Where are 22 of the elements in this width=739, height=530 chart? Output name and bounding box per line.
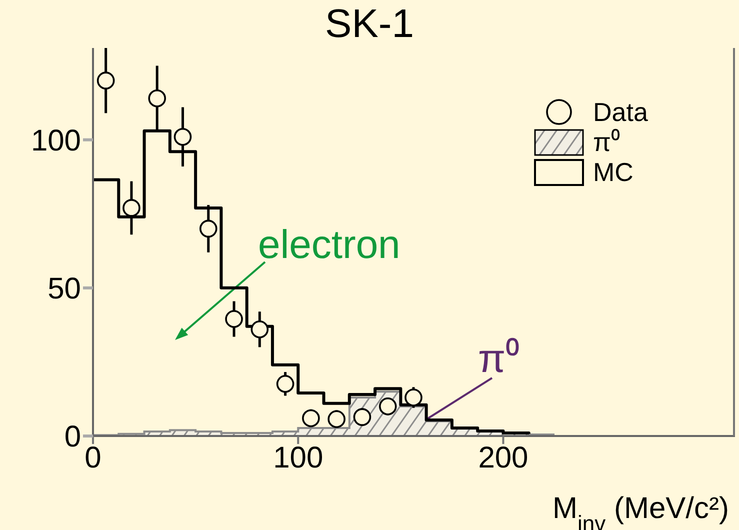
chart-title: SK-1 (324, 2, 415, 47)
annotation: π⁰ (478, 337, 520, 381)
x-tick-label: 200 (478, 441, 528, 474)
point (225, 310, 243, 328)
annotation: electron (258, 223, 400, 267)
point (302, 409, 320, 428)
y-tick-label: 50 (48, 272, 81, 306)
x-tick-label: 100 (273, 441, 324, 474)
legend-label: Data (593, 97, 648, 127)
point (250, 320, 269, 338)
point (276, 374, 294, 393)
point (148, 89, 166, 108)
point (328, 410, 346, 428)
point (199, 220, 218, 238)
y-tick-label: 100 (30, 124, 81, 158)
point (378, 397, 397, 416)
legend-label: π⁰ (593, 127, 620, 157)
y-tick-label: 0 (64, 420, 81, 454)
point (353, 408, 372, 426)
point (96, 72, 115, 90)
x-tick-label: 0 (84, 441, 102, 474)
legend-label: MC (593, 157, 634, 187)
